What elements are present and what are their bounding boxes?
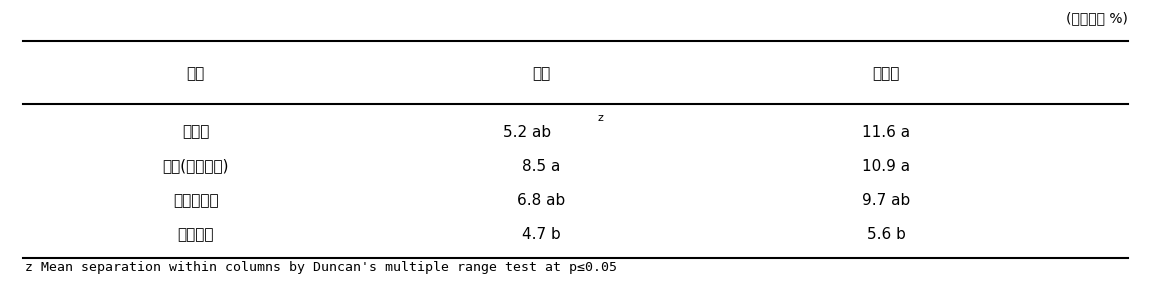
- Text: 10.9 a: 10.9 a: [862, 159, 910, 174]
- Text: 무처리: 무처리: [182, 125, 209, 139]
- Text: 구분: 구분: [186, 66, 205, 81]
- Text: 9.7 ab: 9.7 ab: [862, 193, 910, 208]
- Text: 5.6 b: 5.6 b: [867, 227, 906, 242]
- Text: z Mean separation within columns by Duncan's multiple range test at p≤0.05: z Mean separation within columns by Dunc…: [25, 261, 617, 274]
- Text: 6.8 ab: 6.8 ab: [517, 193, 565, 208]
- Text: z: z: [597, 113, 604, 123]
- Text: (발생주율 %): (발생주율 %): [1066, 11, 1128, 25]
- Text: 적근대: 적근대: [872, 66, 900, 81]
- Text: 8.5 a: 8.5 a: [521, 159, 561, 174]
- Text: 비트: 비트: [532, 66, 550, 81]
- Text: 4.7 b: 4.7 b: [521, 227, 561, 242]
- Text: 5.2 ab: 5.2 ab: [503, 125, 551, 139]
- Text: 친환경자재: 친환경자재: [173, 193, 219, 208]
- Text: 11.6 a: 11.6 a: [862, 125, 910, 139]
- Text: 종합기술: 종합기술: [177, 227, 214, 242]
- Text: 관행(화학농약): 관행(화학농약): [162, 159, 229, 174]
